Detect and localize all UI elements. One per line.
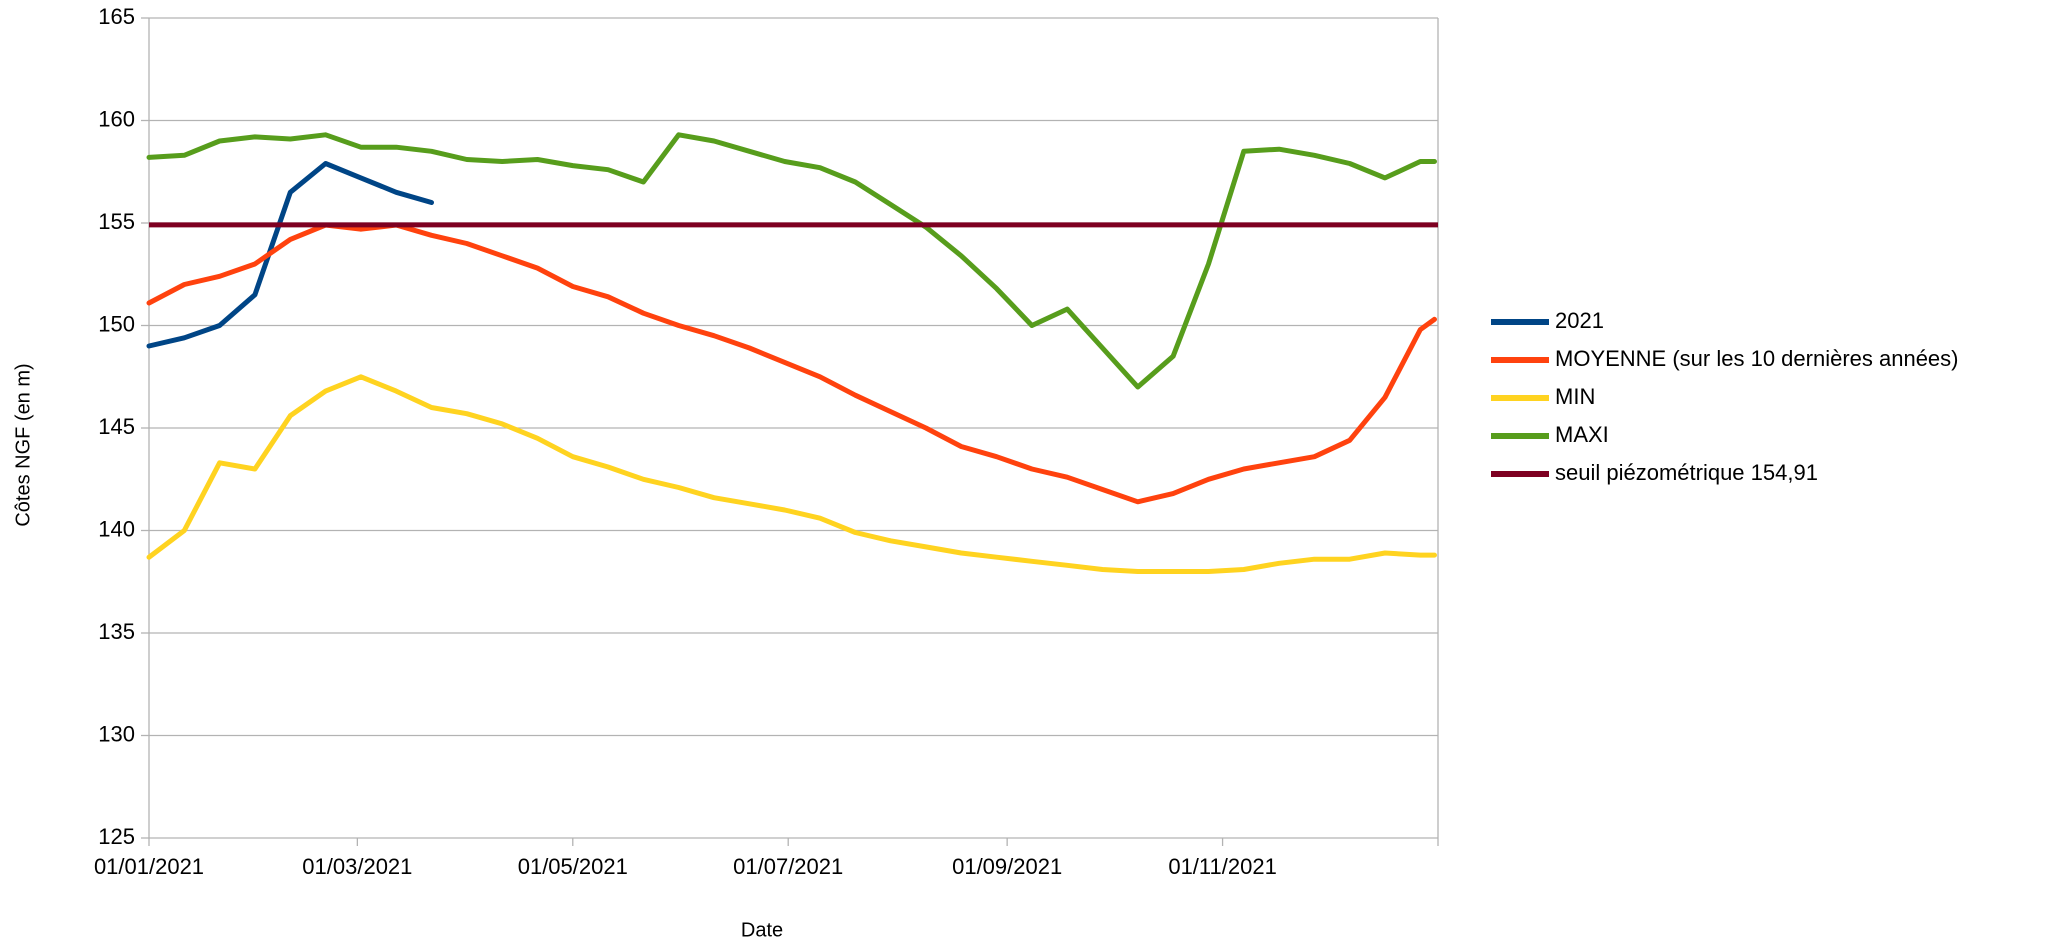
legend-label: MAXI — [1555, 422, 1609, 447]
y-tick-label: 150 — [98, 311, 135, 336]
y-tick-label: 160 — [98, 106, 135, 131]
x-axis-title: Date — [741, 919, 783, 941]
y-tick-label: 155 — [98, 209, 135, 234]
x-tick-label: 01/03/2021 — [302, 854, 412, 879]
legend-label: MIN — [1555, 384, 1595, 409]
y-tick-label: 145 — [98, 414, 135, 439]
legend-label: MOYENNE (sur les 10 dernières années) — [1555, 346, 1959, 371]
series-line — [146, 132, 1437, 390]
y-tick-label: 130 — [98, 721, 135, 746]
series-line — [146, 374, 1437, 574]
legend-label: 2021 — [1555, 308, 1604, 333]
y-axis-title: Côtes NGF (en m) — [12, 363, 34, 526]
y-tick-label: 140 — [98, 516, 135, 541]
y-tick-label: 135 — [98, 619, 135, 644]
x-tick-label: 01/07/2021 — [733, 854, 843, 879]
x-tick-label: 01/09/2021 — [952, 854, 1062, 879]
x-tick-label: 01/01/2021 — [94, 854, 204, 879]
x-tick-label: 01/05/2021 — [518, 854, 628, 879]
y-tick-label: 165 — [98, 4, 135, 29]
series-line — [146, 161, 434, 349]
legend-label: seuil piézométrique 154,91 — [1555, 460, 1818, 485]
y-tick-label: 125 — [98, 824, 135, 849]
x-tick-label: 01/11/2021 — [1168, 854, 1276, 879]
series-line — [146, 222, 1437, 505]
